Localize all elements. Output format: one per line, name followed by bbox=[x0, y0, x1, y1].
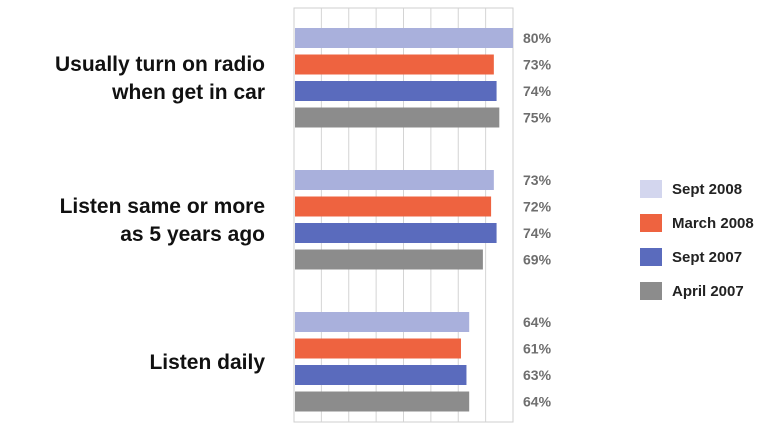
value-label: 74% bbox=[523, 225, 552, 241]
bar-sept-2008-0 bbox=[295, 28, 513, 48]
value-label: 64% bbox=[523, 314, 552, 330]
value-label: 73% bbox=[523, 172, 552, 188]
bar-sept-2007-1 bbox=[295, 223, 497, 243]
bar-sept-2008-1 bbox=[295, 170, 494, 190]
value-label: 74% bbox=[523, 83, 552, 99]
value-label: 73% bbox=[523, 57, 552, 73]
legend-label: March 2008 bbox=[672, 215, 754, 232]
legend-label: Sept 2008 bbox=[672, 181, 742, 198]
bar-april-2007-0 bbox=[295, 107, 500, 128]
legend-swatch bbox=[640, 282, 662, 300]
bar-april-2007-2 bbox=[295, 391, 470, 412]
category-label: as 5 years ago bbox=[120, 223, 265, 246]
category-label: Usually turn on radio bbox=[55, 53, 265, 76]
legend-label: Sept 2007 bbox=[672, 249, 742, 266]
value-label: 72% bbox=[523, 199, 552, 215]
bar-sept-2007-2 bbox=[295, 365, 467, 385]
bar-march-2008-1 bbox=[295, 196, 492, 217]
bar-sept-2007-0 bbox=[295, 81, 497, 101]
legend-swatch bbox=[640, 180, 662, 198]
bar-april-2007-1 bbox=[295, 249, 483, 270]
value-label: 80% bbox=[523, 30, 552, 46]
category-label: Listen same or more bbox=[60, 195, 265, 218]
value-label: 75% bbox=[523, 110, 552, 126]
legend-label: April 2007 bbox=[672, 283, 744, 300]
value-label: 69% bbox=[523, 252, 552, 268]
legend-swatch bbox=[640, 214, 662, 232]
category-label: when get in car bbox=[111, 81, 265, 104]
bar-sept-2008-2 bbox=[295, 312, 470, 332]
bar-march-2008-0 bbox=[295, 54, 494, 75]
bar-march-2008-2 bbox=[295, 338, 461, 359]
category-label: Listen daily bbox=[149, 351, 265, 374]
legend-swatch bbox=[640, 248, 662, 266]
value-label: 64% bbox=[523, 394, 552, 410]
value-label: 61% bbox=[523, 341, 552, 357]
value-label: 63% bbox=[523, 367, 552, 383]
